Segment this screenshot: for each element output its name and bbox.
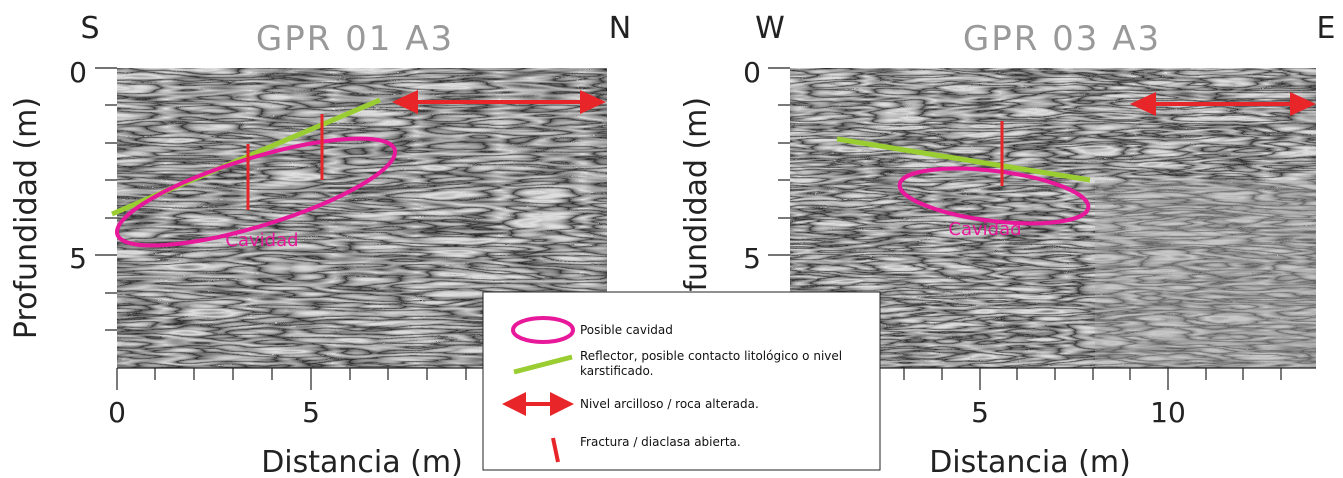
clay-arrow <box>392 90 606 114</box>
panel-title: GPR 01 A3 <box>256 19 454 59</box>
x-tick-label: 5 <box>302 396 320 429</box>
annotation: Cavidad <box>948 219 1021 240</box>
legend-swatch <box>513 354 573 375</box>
radargram-tone <box>1095 180 1316 368</box>
y-tick-label: 5 <box>69 242 87 275</box>
legend-swatch <box>511 316 575 344</box>
legend-swatch <box>551 437 560 463</box>
y-tick-label: 0 <box>69 56 87 89</box>
legend: Posible cavidad Reflector, posible conta… <box>482 291 881 471</box>
legend-box <box>482 291 881 471</box>
cavity <box>114 136 398 248</box>
direction: E <box>1317 11 1336 46</box>
x-ticks <box>778 104 1282 390</box>
y-axis-label: Profundidad (m) <box>9 97 44 339</box>
direction: N <box>609 11 631 46</box>
legend-label: Fractura / diaclasa abierta. <box>580 435 741 449</box>
legend-label: karstificado. <box>580 364 653 378</box>
y-tick-label: 0 <box>743 56 761 89</box>
x-tick-label: 0 <box>108 396 126 429</box>
y-tick-label: 5 <box>743 242 761 275</box>
x-axis-label: Distancia (m) <box>929 445 1131 478</box>
direction: W <box>755 11 785 46</box>
clay-arrow <box>1130 92 1316 116</box>
direction: S <box>80 11 99 46</box>
panel-title: GPR 03 A3 <box>963 19 1161 59</box>
annotation: Cavidad <box>225 230 298 251</box>
legend-label: Posible cavidad <box>580 323 673 337</box>
legend-swatch <box>502 392 574 416</box>
legend-label: Reflector, posible contacto litológico o… <box>580 349 842 363</box>
legend-label: Nivel arcilloso / roca alterada. <box>580 397 759 411</box>
panel-right: W GPR 03 A3 E Profundidad (m) 0 5 5 10 D… <box>679 11 1335 478</box>
x-tick-label: 10 <box>1150 396 1186 429</box>
x-tick-label: 5 <box>971 396 989 429</box>
x-axis-label: Distancia (m) <box>261 445 463 478</box>
reflector <box>836 136 1091 183</box>
cavity <box>897 166 1091 226</box>
x-ticks <box>105 104 467 390</box>
